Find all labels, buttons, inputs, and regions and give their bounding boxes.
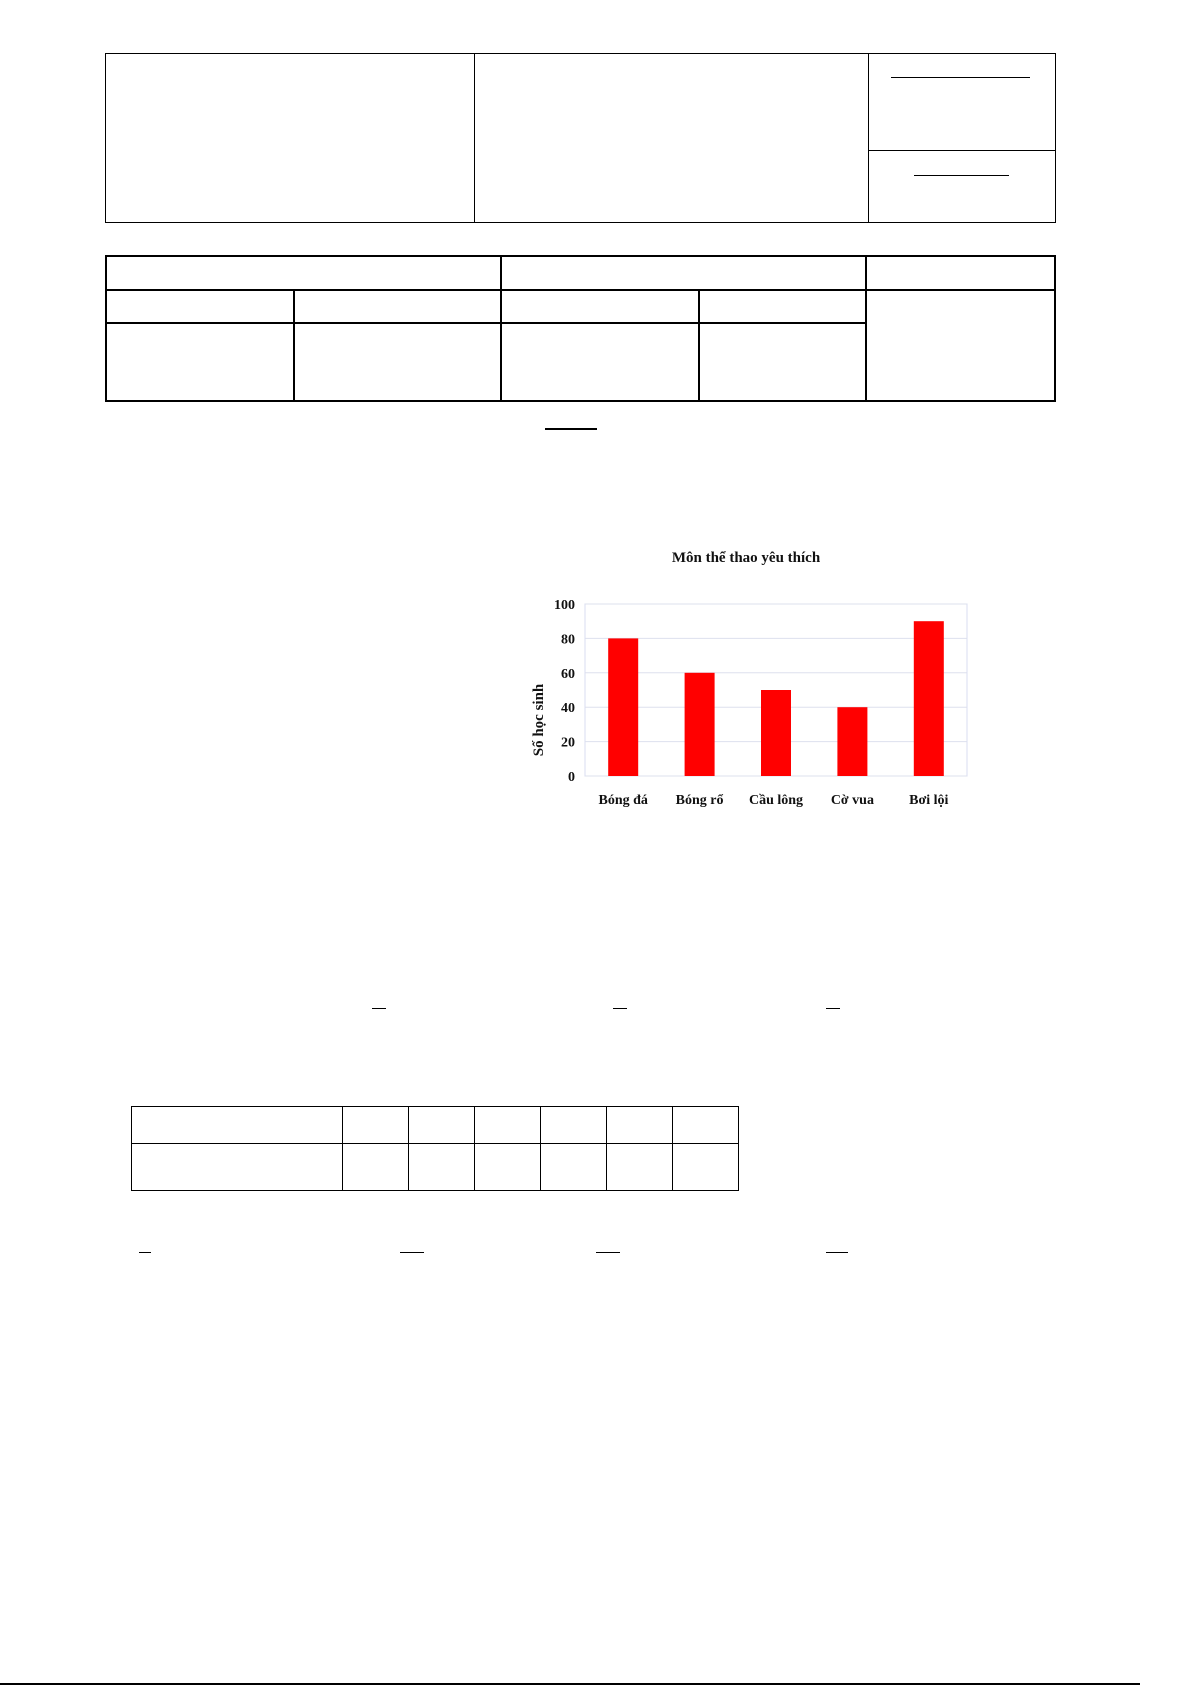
x-tick-label: Cầu lông xyxy=(749,793,803,808)
bar-3 xyxy=(837,707,868,776)
header-cell-bottom-right xyxy=(868,150,1056,223)
y-tick-label: 40 xyxy=(561,701,575,716)
score-cell xyxy=(697,289,868,324)
y-tick-label: 80 xyxy=(561,632,575,647)
bar-2 xyxy=(761,690,791,776)
score-cell xyxy=(292,289,503,324)
header-cell-left xyxy=(105,53,475,223)
score-cell xyxy=(105,289,295,324)
fraction-bar xyxy=(139,1252,151,1253)
frequency-table xyxy=(131,1106,739,1191)
y-tick-label: 20 xyxy=(561,736,575,751)
underline xyxy=(891,77,1030,78)
y-tick-label: 60 xyxy=(561,667,575,682)
score-header-cell xyxy=(865,255,1056,291)
table-cell xyxy=(672,1106,739,1144)
score-table xyxy=(104,255,1056,402)
score-cell xyxy=(500,322,700,402)
score-cell xyxy=(500,289,700,324)
x-tick-label: Cờ vua xyxy=(831,793,874,808)
score-cell xyxy=(865,289,1056,402)
header-cell-middle xyxy=(474,53,869,223)
table-cell xyxy=(474,1106,541,1144)
fraction-bar xyxy=(613,1008,627,1009)
y-axis-label: Số học sinh xyxy=(531,683,547,756)
table-cell xyxy=(342,1143,409,1191)
table-cell xyxy=(131,1143,343,1191)
table-cell xyxy=(540,1143,607,1191)
fraction-bar xyxy=(372,1008,386,1009)
y-tick-label: 100 xyxy=(554,598,575,613)
underline xyxy=(914,175,1009,176)
x-tick-label: Bơi lội xyxy=(909,793,948,808)
fraction-bar xyxy=(826,1008,840,1009)
score-header-cell xyxy=(500,255,868,291)
table-cell xyxy=(131,1106,343,1144)
fraction-bar xyxy=(596,1252,620,1253)
table-cell xyxy=(606,1106,673,1144)
table-cell xyxy=(672,1143,739,1191)
table-cell xyxy=(540,1106,607,1144)
table-cell xyxy=(408,1106,475,1144)
bar-0 xyxy=(608,638,639,776)
table-cell xyxy=(408,1143,475,1191)
bar-1 xyxy=(684,672,715,776)
fraction-bar xyxy=(400,1252,424,1253)
fraction-bar xyxy=(826,1252,848,1253)
bar-chart: Môn thể thao yêu thích Số học sinh 0 20 40… xyxy=(531,550,968,808)
table-cell xyxy=(474,1143,541,1191)
chart-title: Môn thể thao yêu thích xyxy=(672,550,821,566)
title-underline xyxy=(545,428,597,430)
x-tick-label: Bóng đá xyxy=(598,793,647,808)
score-cell xyxy=(697,322,868,402)
score-cell xyxy=(105,322,295,402)
footer-rule xyxy=(0,1683,1140,1685)
table-cell xyxy=(342,1106,409,1144)
x-tick-label: Bóng rổ xyxy=(676,793,724,808)
header-table xyxy=(105,53,1056,223)
score-cell xyxy=(292,322,503,402)
score-header-cell xyxy=(104,255,503,291)
y-tick-label: 0 xyxy=(568,770,575,785)
table-cell xyxy=(606,1143,673,1191)
header-cell-top-right xyxy=(868,53,1056,151)
bar-4 xyxy=(913,621,944,776)
